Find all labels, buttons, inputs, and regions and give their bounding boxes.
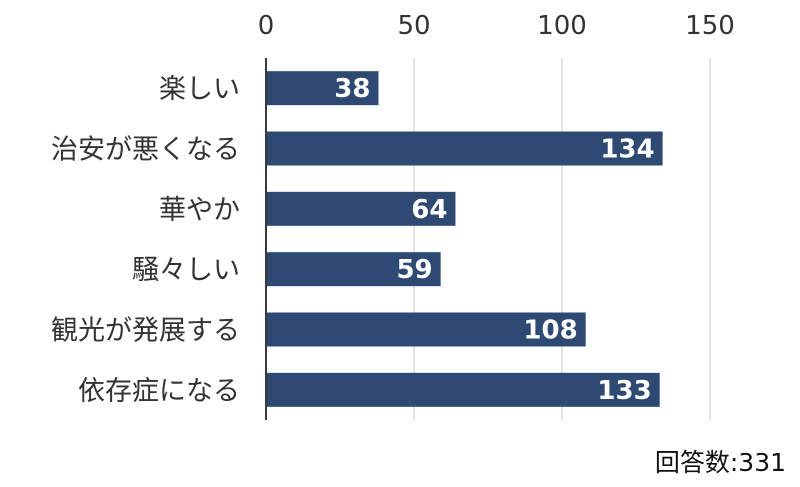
- x-tick-label: 50: [397, 11, 430, 41]
- bar: [266, 312, 586, 347]
- data-label: 59: [396, 255, 432, 285]
- category-label: 依存症になる: [78, 376, 240, 407]
- x-axis-ticks: 0 50 100 150: [258, 11, 735, 41]
- data-label: 133: [597, 376, 651, 406]
- bar: [266, 71, 379, 106]
- category-label: 治安が悪くなる: [51, 135, 240, 166]
- data-label: 38: [334, 74, 370, 104]
- data-label: 134: [600, 135, 654, 165]
- data-labels: 38 134 64 59 108 133: [334, 74, 654, 406]
- x-tick-label: 100: [537, 11, 587, 41]
- data-label: 64: [411, 195, 447, 225]
- x-tick-label: 0: [258, 11, 275, 41]
- category-label: 楽しい: [159, 74, 240, 105]
- response-count-note: 回答数:331: [654, 448, 786, 477]
- bar: [266, 372, 660, 407]
- bar: [266, 191, 456, 226]
- category-label: 華やか: [159, 195, 240, 226]
- category-label: 観光が発展する: [51, 316, 240, 347]
- x-tick-label: 150: [685, 11, 735, 41]
- data-label: 108: [523, 316, 577, 346]
- grid-lines: [413, 58, 711, 420]
- bar: [266, 131, 663, 166]
- bars: [266, 71, 663, 407]
- category-label: 騒々しい: [132, 255, 240, 286]
- bar: [266, 252, 441, 287]
